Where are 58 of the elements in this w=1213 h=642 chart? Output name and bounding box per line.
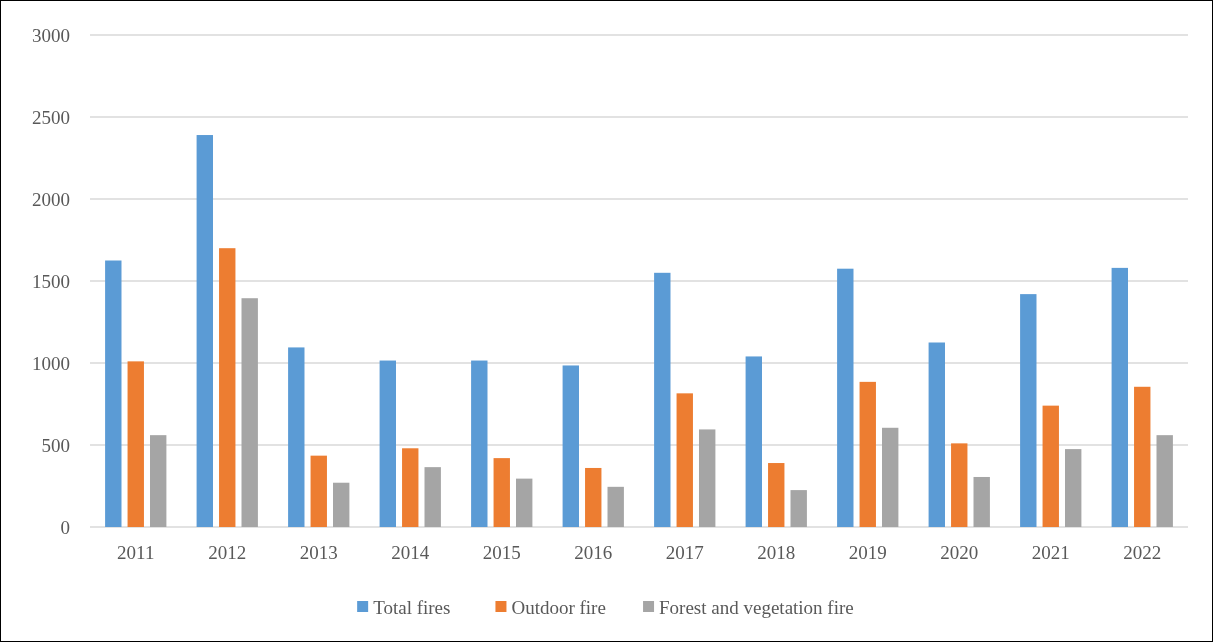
bar [745, 356, 762, 527]
bar [882, 427, 899, 527]
x-tick-label: 2016 [574, 542, 613, 563]
bar [1042, 405, 1059, 527]
x-tick-label: 2019 [848, 542, 887, 563]
bar [676, 393, 693, 527]
bar [516, 478, 533, 527]
bar [333, 482, 350, 527]
x-tick-label: 2012 [208, 542, 247, 563]
bar [585, 467, 602, 527]
bar [607, 486, 624, 527]
x-tick-label: 2021 [1031, 542, 1070, 563]
bar [493, 458, 510, 527]
legend-label: Total fires [373, 596, 451, 618]
bar [424, 467, 441, 527]
x-tick-label: 2022 [1123, 542, 1162, 563]
bar [379, 360, 396, 527]
x-tick-label: 2017 [665, 542, 704, 563]
bar [859, 381, 876, 527]
y-tick-label: 2500 [32, 106, 70, 128]
bar [1111, 267, 1128, 527]
bar [241, 298, 258, 527]
bar [562, 365, 579, 527]
bar [402, 448, 419, 527]
bar [1020, 294, 1037, 527]
y-tick-label: 500 [41, 434, 70, 456]
bar [1156, 435, 1173, 527]
x-tick-label: 2011 [117, 542, 155, 563]
x-tick-label: 2020 [940, 542, 979, 563]
bar [768, 463, 785, 527]
y-tick-label: 0 [60, 516, 70, 538]
bar [196, 135, 213, 527]
bar [951, 443, 968, 527]
legend-label: Outdoor fire [511, 596, 606, 618]
bar [699, 429, 716, 527]
y-tick-label: 1000 [32, 352, 70, 374]
x-tick-label: 2014 [391, 542, 430, 563]
y-tick-label: 2000 [32, 188, 70, 210]
bar [1134, 386, 1151, 527]
bar [1065, 449, 1082, 527]
bar [928, 342, 945, 527]
legend-label: Forest and vegetation fire [659, 596, 854, 618]
bar [471, 360, 488, 527]
y-tick-label: 3000 [32, 24, 70, 46]
bar [973, 476, 990, 527]
x-tick-label: 2015 [482, 542, 521, 563]
bar [150, 435, 167, 527]
y-tick-label: 1500 [32, 270, 70, 292]
bar [654, 272, 671, 527]
bar [310, 455, 327, 527]
x-tick-label: 2013 [299, 542, 338, 563]
bar [790, 490, 807, 527]
bar [105, 260, 122, 527]
bar [837, 268, 854, 527]
bar [288, 347, 305, 527]
x-tick-label: 2018 [757, 542, 796, 563]
bar [219, 248, 236, 527]
bar [127, 361, 144, 527]
